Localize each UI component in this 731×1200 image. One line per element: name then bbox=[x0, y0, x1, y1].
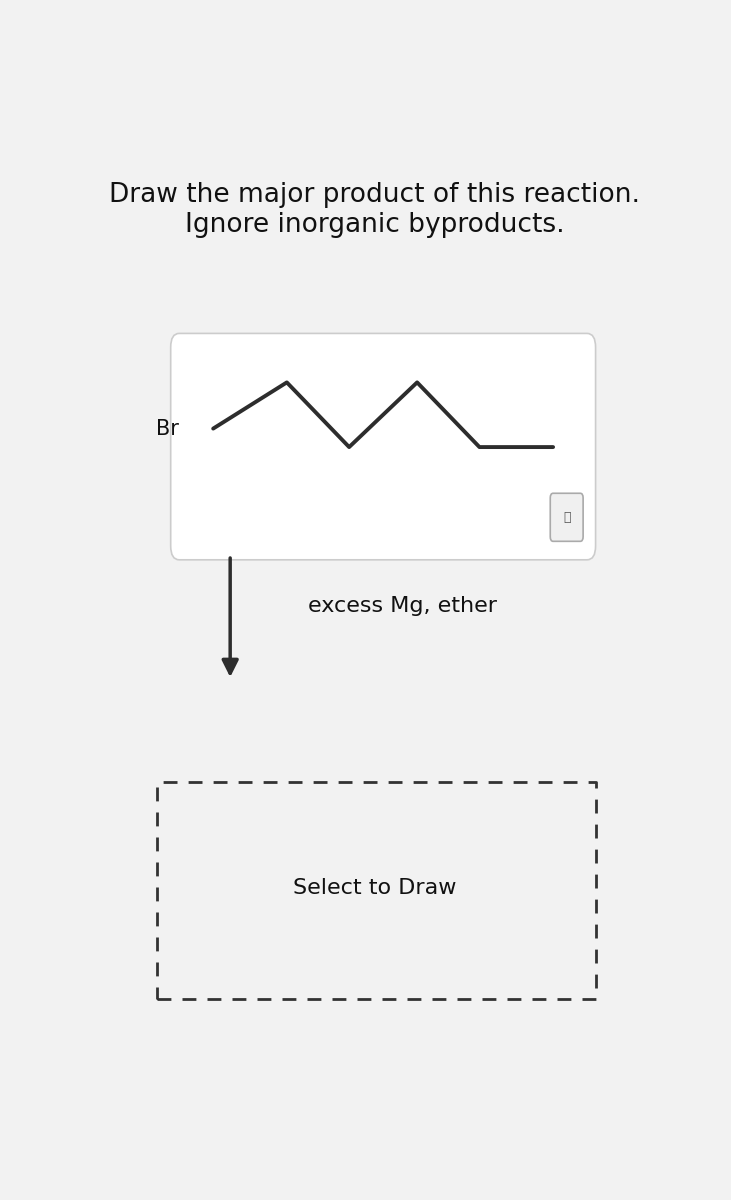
Text: Br: Br bbox=[156, 419, 179, 438]
Text: Select to Draw: Select to Draw bbox=[293, 878, 456, 898]
Text: 🔍: 🔍 bbox=[563, 511, 570, 523]
Text: Draw the major product of this reaction.: Draw the major product of this reaction. bbox=[109, 182, 640, 208]
Text: excess Mg, ether: excess Mg, ether bbox=[308, 596, 498, 616]
Text: Ignore inorganic byproducts.: Ignore inorganic byproducts. bbox=[185, 212, 564, 239]
FancyBboxPatch shape bbox=[171, 334, 596, 559]
FancyBboxPatch shape bbox=[550, 493, 583, 541]
